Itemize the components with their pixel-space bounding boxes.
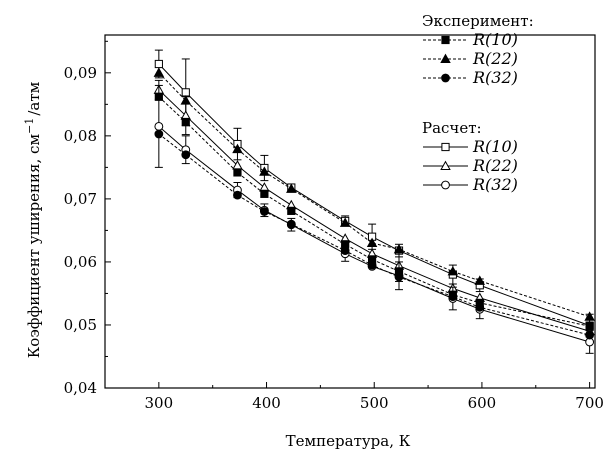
y-axis-label-main: Коэффициент уширения, см bbox=[25, 134, 43, 359]
legend-label: R(10) bbox=[472, 30, 518, 49]
y-axis-label-unit: /атм bbox=[25, 81, 43, 115]
series-experiment-r22-point bbox=[153, 67, 165, 77]
legend-marker bbox=[441, 180, 450, 190]
series-experiment-r32-point bbox=[259, 207, 269, 216]
series-experiment-r10-point bbox=[287, 206, 296, 215]
series-experiment-r10-point bbox=[585, 322, 594, 331]
series-experiment-r22-point bbox=[232, 143, 243, 154]
plot-border bbox=[104, 34, 596, 389]
series-experiment-r22-point bbox=[474, 275, 486, 285]
series-experiment-r10-point bbox=[233, 168, 242, 177]
series-calculation-r10-point bbox=[181, 88, 190, 97]
y-tick-label: 0,09 bbox=[64, 64, 97, 82]
series-experiment-r22-line bbox=[158, 72, 590, 318]
legend-label: R(32) bbox=[472, 68, 518, 87]
y-tick-label: 0,08 bbox=[64, 127, 97, 145]
y-axis-label-exponent: −1 bbox=[23, 118, 36, 134]
series-calculation-r32-point bbox=[154, 122, 164, 131]
y-tick-label: 0,06 bbox=[64, 253, 97, 271]
series-experiment-r10-line bbox=[158, 96, 590, 327]
series-experiment-r22-point bbox=[447, 265, 459, 276]
series-experiment-r22-point bbox=[584, 311, 595, 321]
series-experiment-r32-point bbox=[448, 292, 458, 301]
series-experiment-r10-point bbox=[154, 92, 163, 101]
legend-title-calculation: Расчет: bbox=[422, 119, 482, 137]
y-tick-label: 0,04 bbox=[64, 379, 97, 397]
x-tick-label: 400 bbox=[252, 394, 281, 412]
legend-title-experiment: Эксперимент: bbox=[422, 12, 534, 30]
legend-marker bbox=[440, 160, 451, 171]
y-axis-label: Коэффициент уширения, см−1/атм bbox=[23, 81, 43, 358]
x-tick-label: 700 bbox=[575, 394, 604, 412]
series-experiment-r22-point bbox=[366, 237, 378, 248]
series-experiment-r32-point bbox=[585, 330, 595, 340]
series-calculation-r10-point bbox=[154, 59, 163, 69]
y-tick-label: 0,07 bbox=[64, 190, 97, 208]
series-experiment-r10-point bbox=[260, 189, 269, 198]
series-calculation-r10-line bbox=[158, 63, 590, 327]
series-calculation-r22-line bbox=[158, 89, 590, 332]
legend-marker bbox=[441, 35, 450, 45]
legend-label: R(22) bbox=[472, 49, 518, 68]
series-experiment-r32-point bbox=[367, 260, 377, 270]
x-tick-label: 600 bbox=[468, 394, 497, 412]
series-experiment-r22-point bbox=[259, 166, 270, 176]
series-experiment-r32-point bbox=[286, 219, 296, 229]
axis-ticks bbox=[104, 40, 591, 389]
series-experiment-r22-point bbox=[286, 183, 297, 193]
legend-marker bbox=[441, 142, 450, 152]
series-experiment-r32-point bbox=[233, 190, 242, 200]
series-calculation-r10 bbox=[154, 49, 594, 338]
series-experiment-r32-point bbox=[181, 150, 191, 160]
x-tick-label: 500 bbox=[360, 394, 389, 412]
series-experiment-r32-point bbox=[475, 302, 485, 312]
series-layer bbox=[153, 49, 595, 354]
series-experiment-r22-point bbox=[180, 95, 192, 105]
series-experiment-r10 bbox=[154, 92, 594, 331]
series-experiment-r32-point bbox=[340, 246, 350, 255]
series-experiment-r32-point bbox=[154, 129, 164, 139]
legend-label: R(10) bbox=[472, 137, 518, 156]
series-experiment-r32 bbox=[154, 129, 595, 340]
series-experiment-r32-point bbox=[394, 272, 404, 282]
series-calculation-r22 bbox=[153, 79, 595, 336]
x-axis-label: Температура, К bbox=[286, 432, 411, 450]
legend-label: R(22) bbox=[472, 156, 518, 175]
legend-label: R(32) bbox=[472, 175, 518, 194]
legend-marker bbox=[440, 53, 451, 64]
plot-frame bbox=[104, 34, 596, 389]
y-tick-label: 0,05 bbox=[64, 316, 97, 334]
series-experiment-r22-point bbox=[339, 217, 351, 227]
series-experiment-r22-point bbox=[393, 243, 405, 254]
x-tick-label: 300 bbox=[145, 394, 174, 412]
series-experiment-r22 bbox=[153, 67, 595, 321]
axis-tick-labels: 300 400 500 600 700 0,04 0,05 0,06 0,07 0,08 0,09 bbox=[64, 64, 604, 412]
series-experiment-r10-point bbox=[181, 117, 190, 127]
legend-marker bbox=[441, 73, 450, 83]
legend: Эксперимент:R(10)R(22)R(32)Расчет:R(10)R… bbox=[422, 12, 534, 194]
